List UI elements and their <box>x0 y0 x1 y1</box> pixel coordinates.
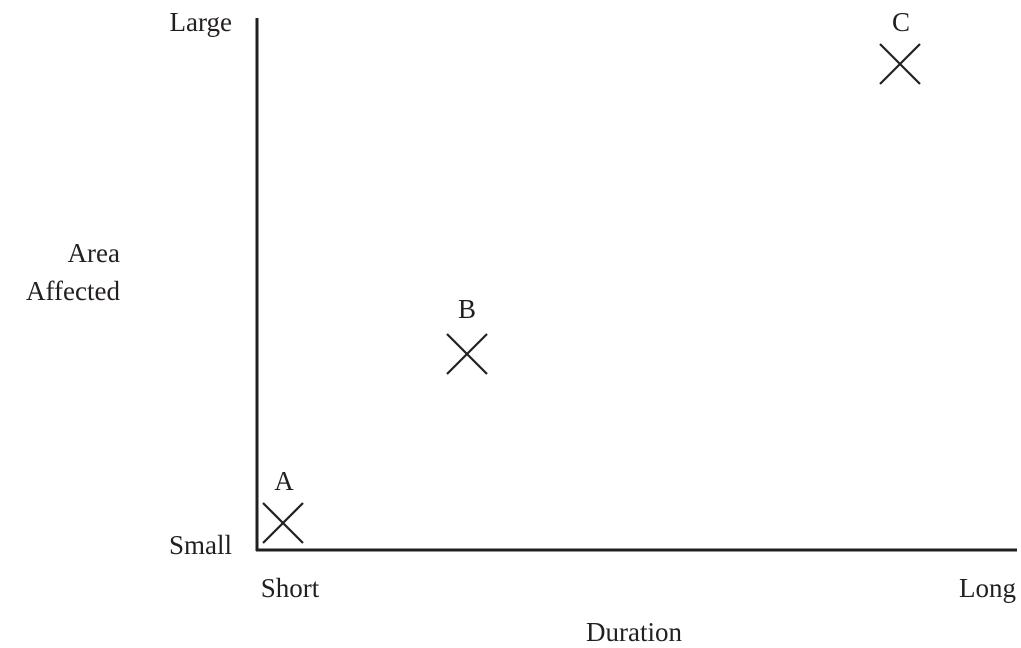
cross-stroke <box>879 43 921 85</box>
point: B <box>446 294 488 375</box>
x-low-label: Short <box>261 573 320 603</box>
y-axis-title: Area <box>68 238 120 268</box>
x-high-label: Long <box>959 573 1016 603</box>
x-axis-title: Duration <box>586 617 682 647</box>
y-axis-title: Affected <box>26 276 120 306</box>
point-label: B <box>458 294 476 324</box>
point-label: A <box>274 466 294 496</box>
cross-stroke <box>262 502 304 544</box>
y-high-label: Large <box>170 7 232 37</box>
y-low-label: Small <box>169 530 232 560</box>
point: C <box>879 7 921 85</box>
cross-stroke <box>446 333 488 375</box>
point: A <box>262 466 304 544</box>
point-label: C <box>892 7 910 37</box>
